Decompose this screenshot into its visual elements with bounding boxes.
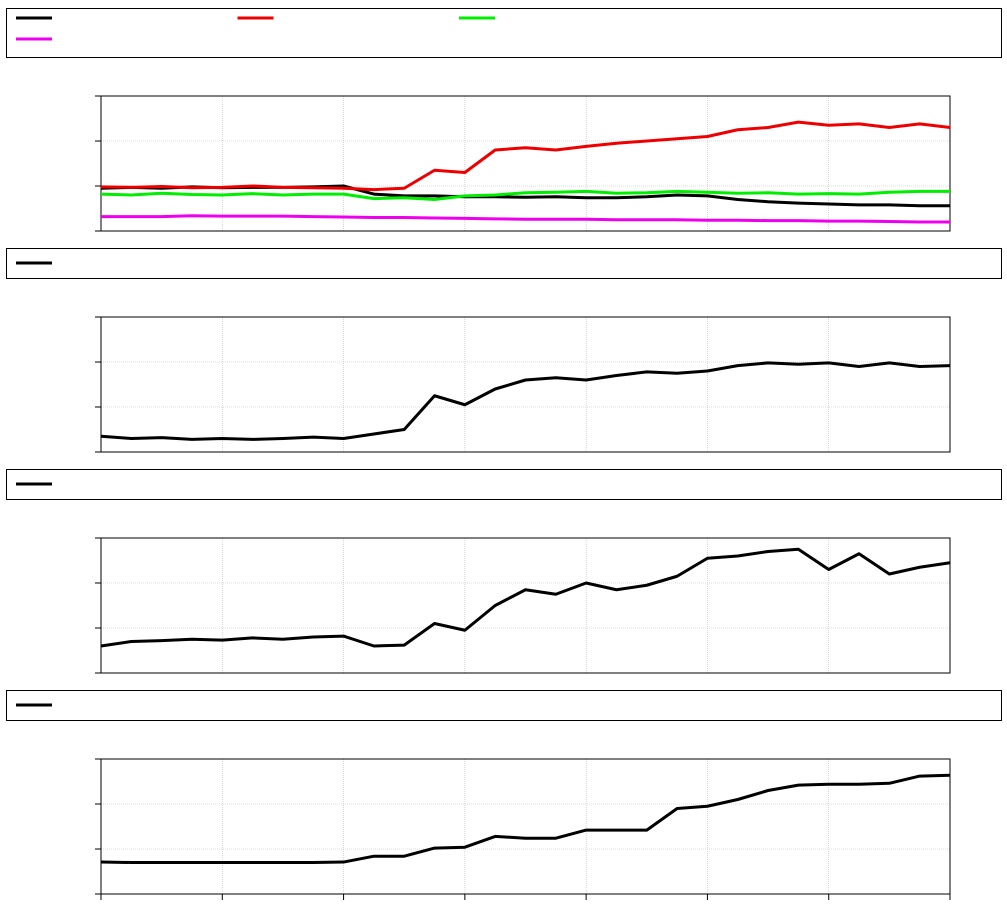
- series-line: [100, 773, 951, 864]
- legend: [6, 469, 1002, 500]
- series-line: [100, 120, 951, 192]
- series-line: [100, 547, 951, 648]
- plot-frame: [100, 537, 951, 674]
- series-line: [101, 214, 950, 224]
- plot-area: [101, 538, 950, 673]
- plot-area: [101, 317, 950, 452]
- plot-area: [101, 96, 950, 231]
- plot-frame: [100, 758, 951, 895]
- plot-frame: [100, 316, 951, 453]
- plot-frame: [100, 95, 951, 232]
- legend: [6, 8, 1002, 58]
- legend: [6, 690, 1002, 721]
- plot-area: [101, 759, 950, 894]
- series-line: [100, 361, 951, 441]
- legend: [6, 248, 1002, 279]
- series-line: [100, 189, 950, 201]
